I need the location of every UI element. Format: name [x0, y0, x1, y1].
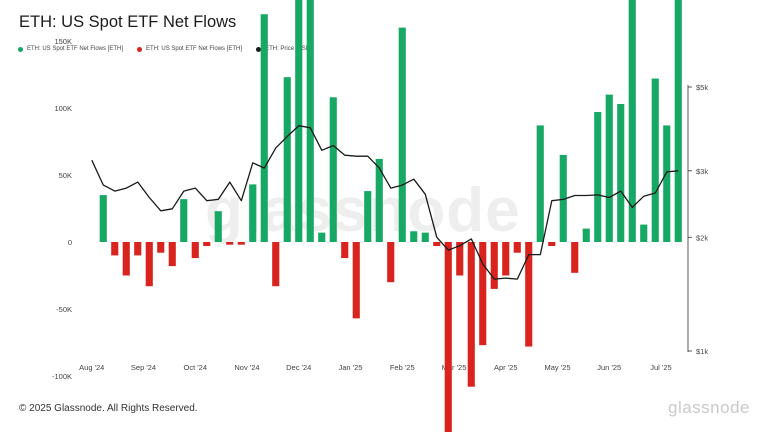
flow-bar-negative [203, 242, 211, 247]
flow-bar-positive [375, 158, 383, 242]
flow-bar-negative [525, 242, 533, 347]
flow-bar-negative [490, 242, 498, 289]
x-axis-tick-label: Aug '24 [79, 363, 104, 372]
chart-title: ETH: US Spot ETF Net Flows [19, 13, 237, 31]
legend-label: ETH: US Spot ETF Net Flows [ETH] [27, 46, 124, 52]
flow-bar-positive [260, 14, 268, 243]
flow-bar-positive [536, 125, 544, 242]
flow-bar-negative [272, 242, 280, 287]
flow-bar-positive [214, 211, 222, 242]
flow-bar-positive [594, 112, 602, 243]
x-axis-tick-label: Sep '24 [131, 363, 156, 372]
y-axis-left-tick-label: 0 [68, 238, 72, 247]
flow-bar-negative [479, 242, 487, 346]
flow-bar-positive [306, 0, 314, 243]
flow-bar-positive [410, 231, 418, 242]
flow-bar-negative [548, 242, 556, 247]
flow-bar-positive [617, 103, 625, 242]
legend-marker-green [18, 46, 23, 52]
flow-bar-negative [433, 242, 441, 247]
y-axis-right-tick-label: $5k [696, 83, 708, 92]
legend-label: ETH: Price [USD] [265, 46, 312, 52]
flow-bar-negative [145, 242, 153, 287]
flow-bar-negative [513, 242, 521, 253]
x-axis-tick-label: Oct '24 [183, 363, 207, 372]
legend-item-inflows[interactable]: ETH: US Spot ETF Net Flows [ETH] [18, 46, 123, 52]
flow-bar-positive [605, 94, 613, 242]
x-axis-tick-label: Jan '25 [339, 363, 363, 372]
flow-bar-negative [168, 242, 176, 267]
x-axis-tick-label: Jul '25 [650, 363, 671, 372]
y-axis-left-tick-label: -100K [52, 372, 72, 381]
flow-bar-negative [467, 242, 475, 387]
y-axis-right-tick-label: $2k [696, 233, 708, 242]
flow-bar-positive [364, 191, 372, 242]
flow-bar-positive [329, 97, 337, 242]
y-axis-left-tick-label: 50K [59, 171, 72, 180]
legend-item-price[interactable]: ETH: Price [USD] [256, 46, 312, 52]
chart-legend: ETH: US Spot ETF Net Flows [ETH] ETH: US… [18, 46, 312, 52]
flow-bar-negative [341, 242, 349, 259]
flow-bar-positive [283, 77, 291, 243]
y-axis-right-tick-label: $3k [696, 167, 708, 176]
x-axis-tick-label: Dec '24 [286, 363, 311, 372]
flow-bar-positive [628, 0, 636, 242]
copyright-text: © 2025 Glassnode. All Rights Reserved. [19, 403, 198, 414]
flow-bar-negative [352, 242, 360, 319]
y-axis-left-tick-label: 150K [54, 37, 72, 46]
brand-logo-text: glassnode [667, 398, 750, 417]
legend-marker-black [256, 46, 262, 52]
legend-label: ETH: US Spot ETF Net Flows [ETH] [146, 46, 243, 52]
flow-bar-positive [640, 224, 648, 242]
x-axis-tick-label: Nov '24 [234, 363, 259, 372]
flow-bar-negative [387, 242, 395, 283]
flow-bar-negative [191, 242, 199, 259]
flow-bar-positive [663, 125, 671, 242]
y-axis-left-tick-label: 100K [54, 104, 72, 113]
flow-bar-negative [157, 242, 165, 253]
flow-bar-negative [502, 242, 510, 276]
y-axis-right-tick-label: $1k [696, 347, 708, 356]
flow-bar-negative [444, 242, 452, 432]
flow-bar-positive [421, 232, 429, 242]
flow-bar-negative [456, 242, 464, 276]
flow-bar-negative [134, 242, 142, 256]
flow-bar-positive [99, 195, 107, 242]
y-axis-left-tick-label: -50K [56, 305, 72, 314]
flow-bar-positive [180, 199, 188, 242]
x-axis-tick-label: Feb '25 [390, 363, 415, 372]
flow-bar-positive [559, 154, 567, 242]
flow-bar-negative [226, 242, 234, 245]
x-axis-tick-label: May '25 [544, 363, 570, 372]
x-axis-tick-label: Apr '25 [494, 363, 518, 372]
flow-bar-negative [237, 242, 245, 245]
flow-bar-positive [295, 0, 303, 243]
price-line [91, 125, 679, 280]
x-axis-tick-label: Jun '25 [597, 363, 621, 372]
legend-item-outflows[interactable]: ETH: US Spot ETF Net Flows [ETH] [137, 46, 242, 52]
flow-bar-negative [571, 242, 579, 273]
x-axis-tick-label: Mar '25 [442, 363, 467, 372]
flow-bar-positive [398, 27, 406, 242]
watermark: glassnode [205, 176, 521, 245]
flow-bar-negative [111, 242, 119, 256]
flow-bar-positive [318, 232, 326, 242]
flow-bar-positive [651, 78, 659, 243]
flow-bar-negative [122, 242, 130, 276]
flow-bar-positive [249, 184, 257, 242]
flow-bar-positive [582, 228, 590, 242]
legend-marker-red [137, 46, 143, 52]
flow-bar-positive [674, 0, 682, 242]
